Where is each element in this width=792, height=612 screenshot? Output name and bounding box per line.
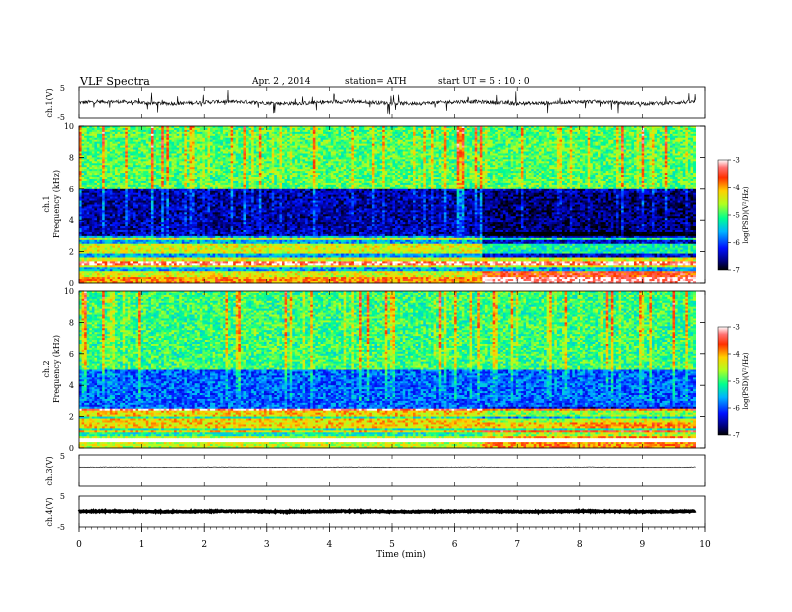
spec2-ytick-label-5: 10 xyxy=(64,287,74,296)
ch1-colorbar-label: log(PSD)(V²/Hz) xyxy=(742,186,750,243)
cb1-ticks-tick-label-1: -4 xyxy=(733,184,740,192)
x-tick-label-2: 2 xyxy=(201,540,207,550)
x-tick-label-8: 8 xyxy=(577,540,583,550)
ch4-volt-ylabel: ch.4(V) xyxy=(45,497,54,526)
ch3-waveform-panel: 5 ch.3(V) xyxy=(45,452,706,487)
ch3-volt-ylabel: ch.3(V) xyxy=(45,456,54,485)
x-tick-label-0: 0 xyxy=(76,540,82,550)
x-tick-label-5: 5 xyxy=(389,540,395,550)
spec1-ytick-label-1: 2 xyxy=(69,248,74,257)
cb1-ticks-tick-label-4: -7 xyxy=(733,267,740,275)
ch1-waveform-trace xyxy=(78,89,696,115)
x-tick-label-1: 1 xyxy=(139,540,145,550)
cb1-ticks-tick-label-0: -3 xyxy=(733,157,740,165)
ch1-channel-label: ch.1 xyxy=(42,195,51,212)
ch2-spectrogram-heatmap xyxy=(79,291,697,449)
ch2-channel-label: ch.2 xyxy=(42,360,51,377)
cb2-ticks-tick-label-3: -6 xyxy=(733,405,740,413)
start-time-label: start UT = 5 : 10 : 0 xyxy=(438,77,530,87)
spec1-ytick-label-4: 8 xyxy=(69,153,74,162)
x-tick-label-6: 6 xyxy=(452,540,458,550)
ch1-colorbar: -3 -4 -5 -6 -7 log(PSD)(V²/Hz) xyxy=(717,157,750,275)
station-label: station= ATH xyxy=(345,77,407,87)
ch1-waveform-panel: 5 -5 ch.1(V) xyxy=(45,84,706,122)
cb2-ticks-tick-label-4: -7 xyxy=(733,432,740,440)
time-x-axis: 0 1 2 3 4 5 6 7 8 9 10 xyxy=(76,527,711,550)
ch1-waveform-xticks xyxy=(78,87,706,118)
ch3-waveform-trace xyxy=(78,466,696,469)
spec2-ytick-label-2: 4 xyxy=(69,381,74,390)
ch2-spectrogram-yticks: 0 2 4 6 8 10 xyxy=(64,287,706,453)
ch1-spectrogram-panel: 0 2 4 6 8 10 ch.1 Frequency (kHz) xyxy=(42,122,706,288)
ch1-ytick-top: 5 xyxy=(60,84,65,93)
ch4-ytick-top: 5 xyxy=(60,492,65,501)
spec2-ytick-label-4: 8 xyxy=(69,318,74,327)
ch1-volt-ylabel: ch.1(V) xyxy=(45,88,54,117)
x-tick-label-4: 4 xyxy=(327,540,333,550)
x-axis-label: Time (min) xyxy=(376,549,426,560)
ch2-frequency-ylabel: Frequency (kHz) xyxy=(52,335,61,403)
spec1-ytick-label-3: 6 xyxy=(69,185,74,194)
figure-title: VLF Spectra xyxy=(79,75,150,88)
ch3-ytick-top: 5 xyxy=(60,452,65,461)
spec2-ytick-label-0: 0 xyxy=(69,444,74,453)
x-tick-label-10: 10 xyxy=(699,540,711,550)
ch2-spectrogram-panel: 0 2 4 6 8 10 ch.2 Frequency (kHz) xyxy=(42,287,706,453)
ch1-spectrogram-yticks: 0 2 4 6 8 10 xyxy=(64,122,706,288)
ch2-colorbar: -3 -4 -5 -6 -7 log(PSD)(V²/Hz) xyxy=(717,324,750,440)
spec1-ytick-label-0: 0 xyxy=(69,279,74,288)
cb2-ticks-tick-label-1: -4 xyxy=(733,351,740,359)
date-label: Apr. 2 , 2014 xyxy=(251,77,311,87)
ch1-frequency-ylabel: Frequency (kHz) xyxy=(52,170,61,238)
ch4-ytick-bottom: -5 xyxy=(57,523,65,532)
cb2-ticks-tick-label-0: -3 xyxy=(733,324,740,332)
cb1-ticks-tick-label-3: -6 xyxy=(733,239,740,247)
ch4-waveform-panel: 5 -5 ch.4(V) xyxy=(45,492,706,532)
ch1-ytick-bottom: -5 xyxy=(57,113,65,122)
spec1-ytick-label-5: 10 xyxy=(64,122,74,131)
x-tick-label-9: 9 xyxy=(640,540,646,550)
ch4-waveform-trace xyxy=(77,507,697,516)
x-tick-label-7: 7 xyxy=(514,540,520,550)
x-tick-label-3: 3 xyxy=(264,540,270,550)
ch1-spectrogram-heatmap xyxy=(79,126,697,284)
cb1-ticks-tick-label-2: -5 xyxy=(733,212,740,220)
ch2-colorbar-label: log(PSD)(V²/Hz) xyxy=(742,352,750,409)
spec1-ytick-label-2: 4 xyxy=(69,216,74,225)
cb2-ticks-tick-label-2: -5 xyxy=(733,378,740,386)
spec2-ytick-label-3: 6 xyxy=(69,350,74,359)
spec2-ytick-label-1: 2 xyxy=(69,413,74,422)
